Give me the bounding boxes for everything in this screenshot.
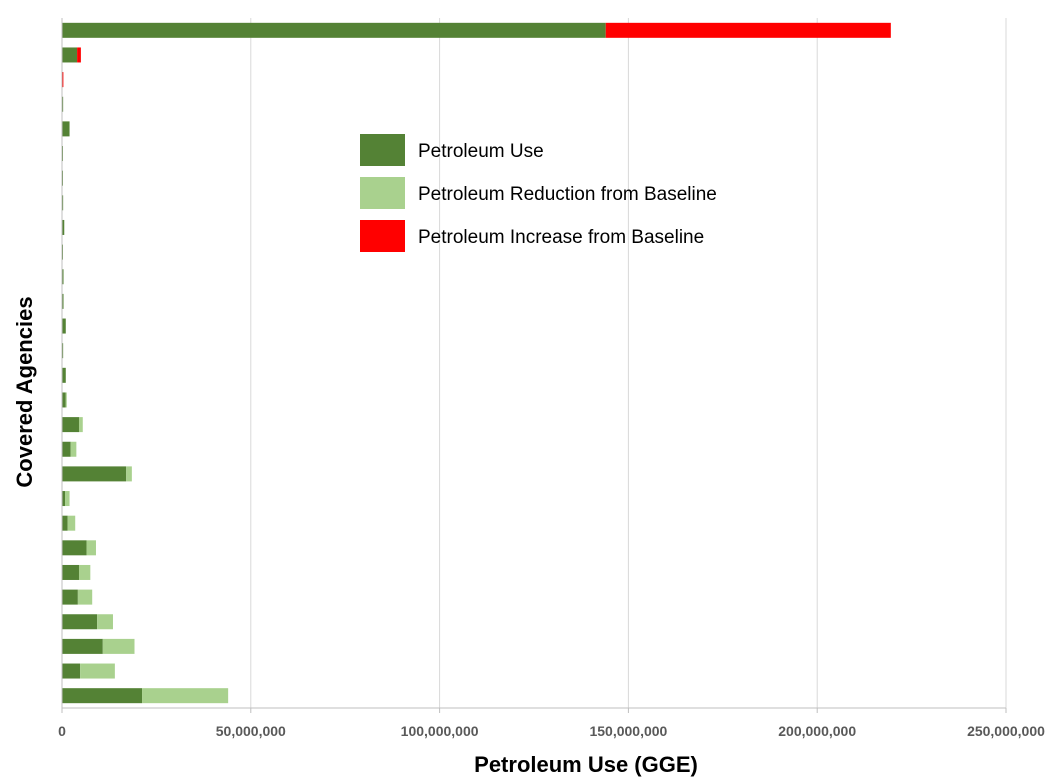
bar-segment-use (62, 564, 79, 580)
y-axis-title: Covered Agencies (12, 296, 37, 487)
bar-segment-reduction (65, 392, 67, 408)
legend-swatch-increase (360, 220, 405, 252)
legend: Petroleum Use Petroleum Reduction from Ba… (360, 134, 717, 252)
x-ticks: 0 50,000,000 100,000,000 150,000,000 200,000… (58, 708, 1045, 739)
bar-segment-use (62, 343, 64, 359)
bar-segment-use (62, 293, 64, 309)
bar-segment-use (62, 441, 71, 457)
bar-segment-increase (605, 22, 891, 38)
bar-segment-reduction (70, 441, 77, 457)
bar-segment-use (62, 589, 78, 605)
bar-segment-use (62, 638, 103, 654)
bar-segment-use (62, 417, 79, 433)
bar-segment-reduction (97, 614, 113, 630)
legend-label: Petroleum Reduction from Baseline (418, 184, 717, 205)
bar-segment-reduction (65, 491, 70, 507)
axes (61, 18, 1006, 709)
bar-segment-use (62, 614, 98, 630)
x-tick-label: 0 (58, 723, 66, 739)
bar-segment-use (62, 269, 64, 285)
x-tick-label: 100,000,000 (401, 723, 479, 739)
bar-segment-use (62, 195, 64, 211)
bar-segment-reduction (86, 540, 96, 556)
bar-segment-reduction (126, 466, 132, 482)
bar-segment-reduction (142, 688, 229, 704)
bar-segment-use (62, 318, 66, 334)
bar-segment-increase (62, 72, 64, 88)
bar-segment-reduction (78, 417, 83, 433)
x-axis-title: Petroleum Use (GGE) (474, 752, 698, 777)
bar-segment-reduction (80, 663, 115, 679)
legend-swatch-reduction (360, 177, 405, 209)
x-tick-label: 150,000,000 (589, 723, 667, 739)
bar-segment-use (62, 663, 81, 679)
bar-segment-use (62, 392, 66, 408)
legend-label: Petroleum Increase from Baseline (418, 227, 704, 248)
bar-segment-reduction (102, 638, 135, 654)
bar-segment-use (62, 219, 65, 235)
bar-segment-increase (77, 47, 81, 63)
x-tick-label: 200,000,000 (778, 723, 856, 739)
legend-swatch-use (360, 134, 405, 166)
bar-segment-use (62, 367, 66, 383)
bar-segment-use (62, 540, 87, 556)
bar-segment-use (62, 47, 78, 63)
bar-segment-use (62, 121, 70, 137)
x-tick-label: 50,000,000 (216, 723, 286, 739)
gridlines (250, 18, 1007, 708)
bar-segment-reduction (77, 589, 93, 605)
bar-segment-use (62, 466, 127, 482)
legend-label: Petroleum Use (418, 141, 544, 162)
bar-segment-use (62, 688, 143, 704)
bar-segment-reduction (67, 515, 76, 531)
bar-segment-use (62, 22, 606, 38)
bars (62, 22, 891, 704)
bar-segment-use (62, 491, 66, 507)
bar-segment-use (62, 96, 64, 112)
bar-segment-reduction (78, 564, 91, 580)
bar-segment-use (62, 515, 68, 531)
x-tick-label: 250,000,000 (967, 723, 1045, 739)
